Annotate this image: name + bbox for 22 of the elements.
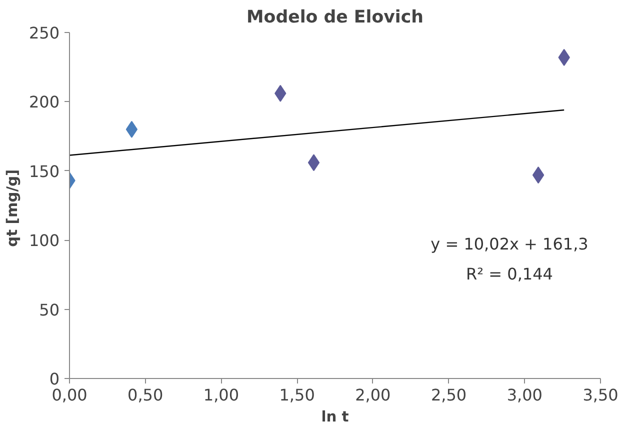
point: [308, 154, 320, 172]
x-tick-label: 0,00: [52, 386, 88, 404]
chart-title: Modelo de Elovich: [246, 8, 424, 28]
x-tick-label: 1,50: [279, 386, 315, 404]
x-tick-label: 3,50: [582, 386, 618, 404]
y-axis-title: qt [mg/g]: [4, 169, 21, 247]
y-tick-label: 0: [49, 370, 60, 388]
point: [532, 166, 544, 184]
y-tick-label: 200: [28, 92, 60, 112]
y-tick-label: 150: [28, 162, 60, 181]
x-tick-label: 3,00: [506, 386, 542, 404]
y-tick-label: 50: [39, 300, 60, 320]
x-tick-label: 2,50: [430, 386, 467, 404]
x-tick-label: 0,50: [128, 386, 164, 404]
y-tick-label: 250: [28, 24, 60, 42]
x-tick-label: 2,00: [355, 386, 391, 404]
x-tick-label: 1,00: [203, 386, 240, 404]
x-axis-title: ln t: [321, 408, 349, 426]
point: [126, 120, 138, 138]
annotation: R² = 0,144: [466, 264, 553, 284]
y-tick-label: 100: [28, 231, 60, 250]
annotation: y = 10,02x + 161,3: [430, 234, 588, 254]
